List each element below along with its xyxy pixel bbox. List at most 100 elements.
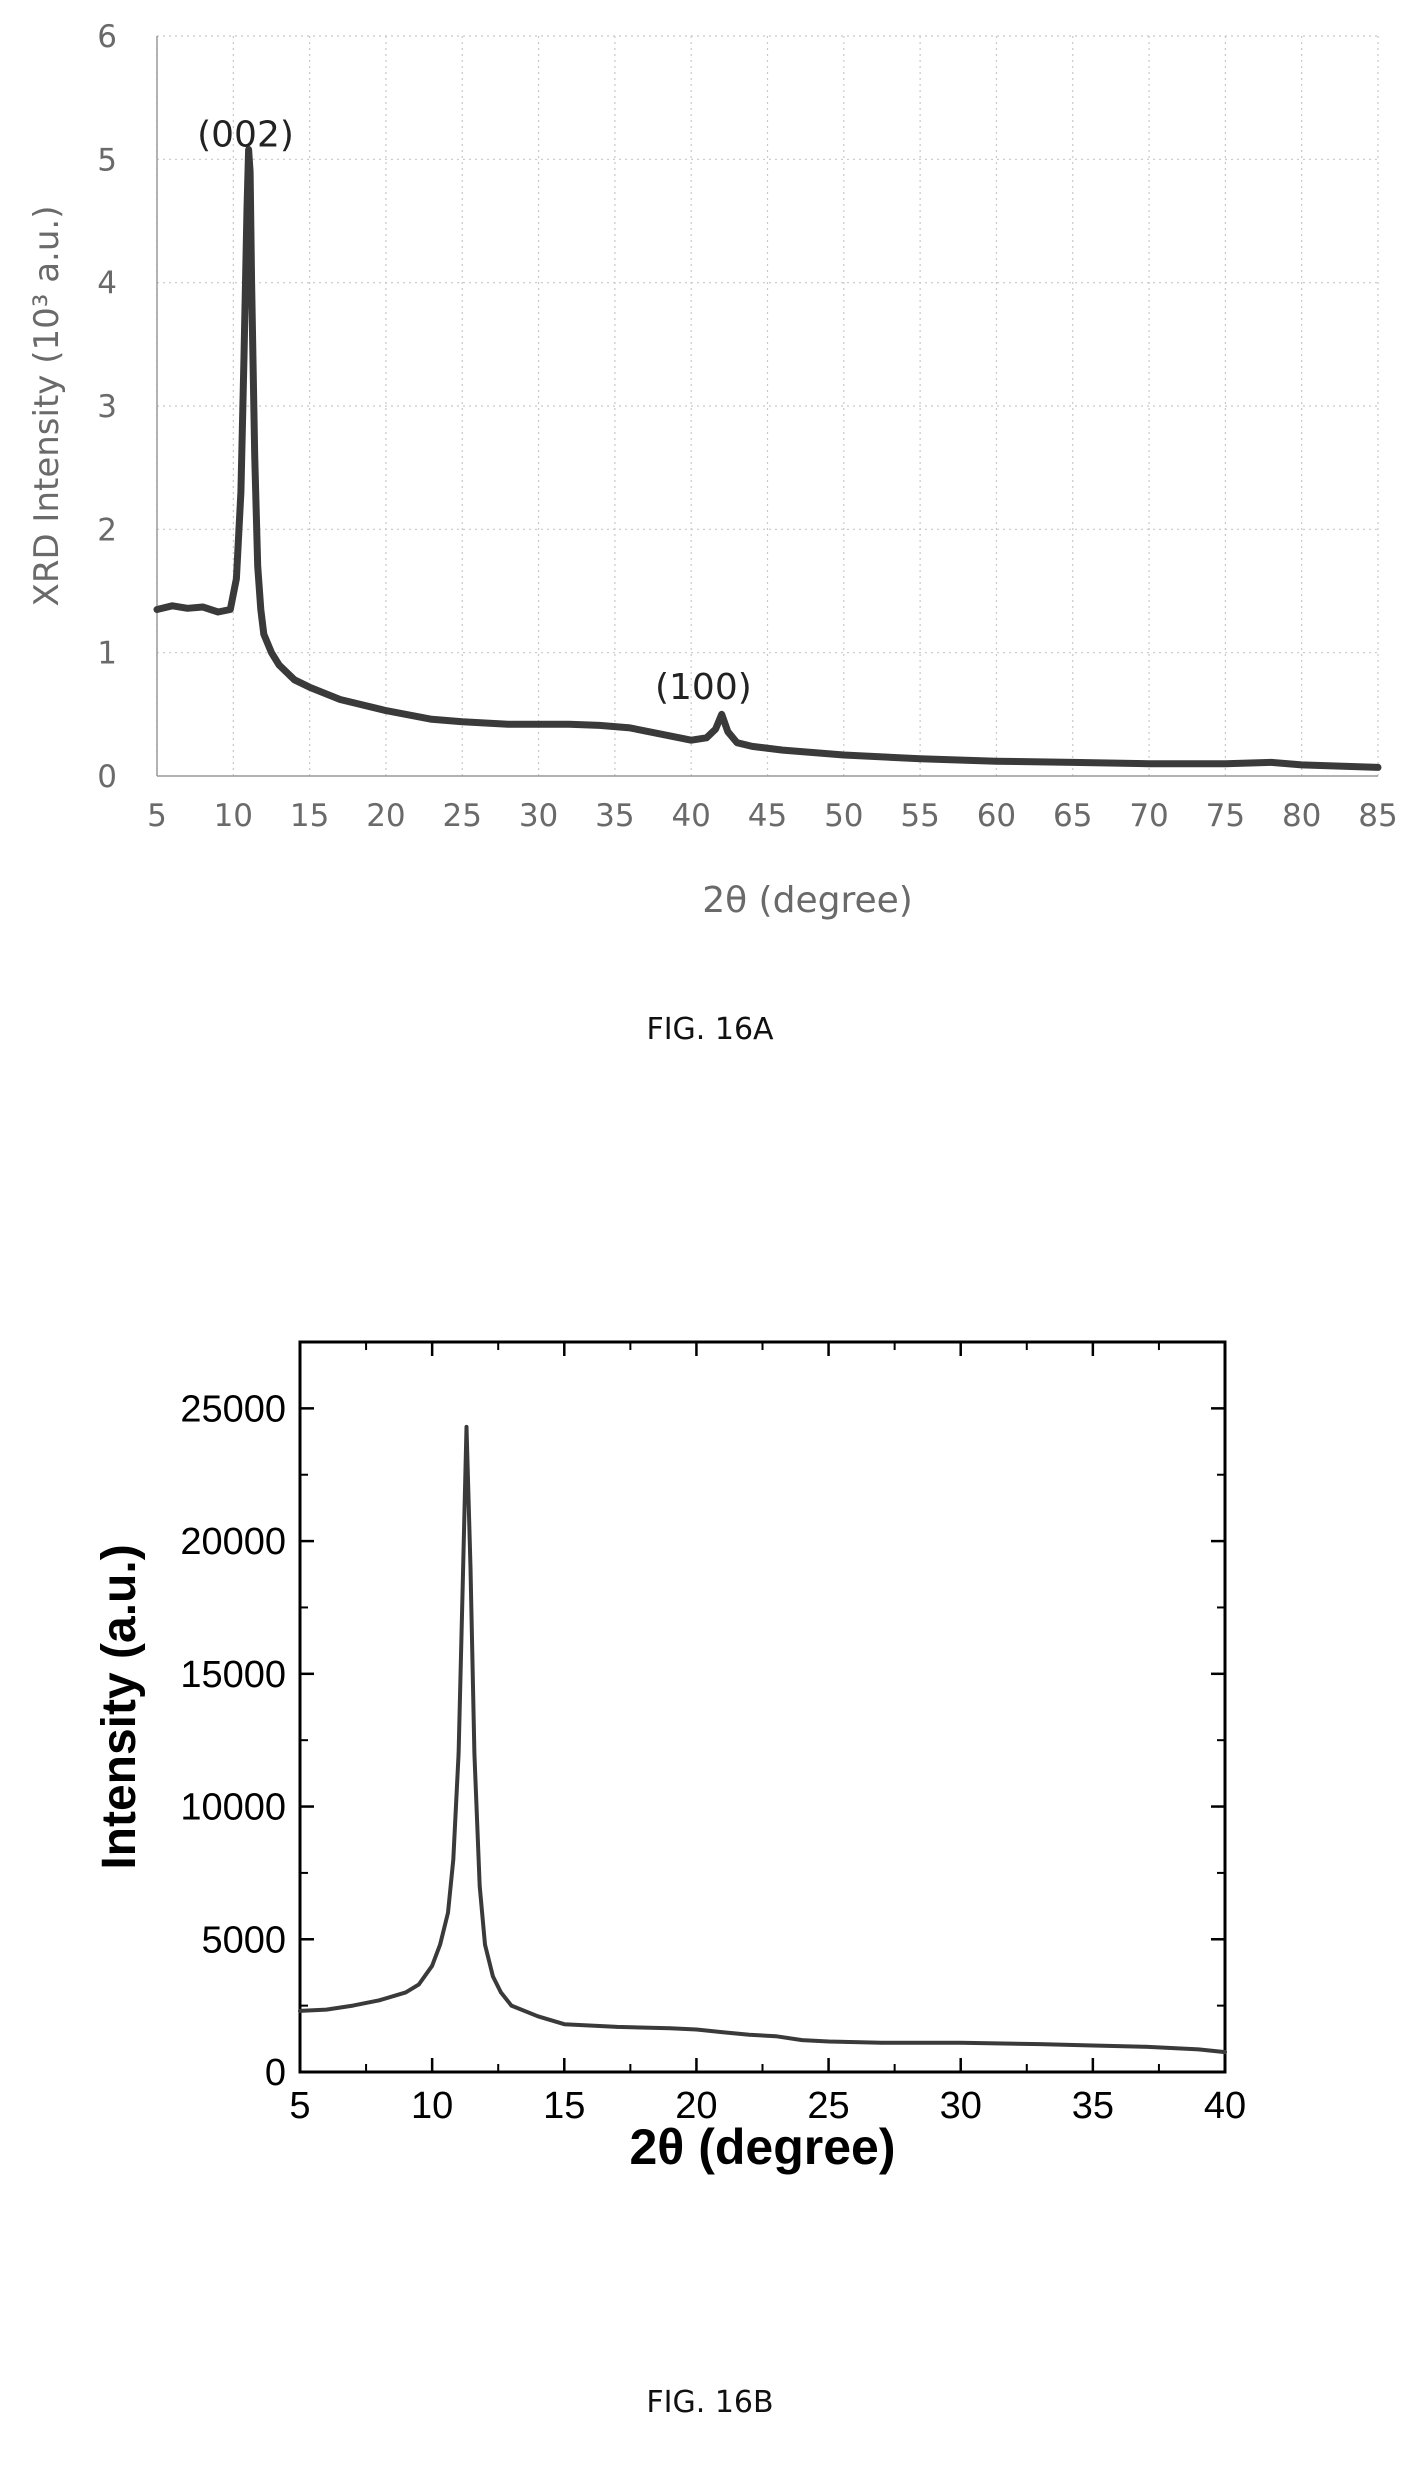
data-point bbox=[1038, 2042, 1042, 2046]
data-point bbox=[800, 2038, 804, 2042]
data-point bbox=[429, 717, 434, 722]
data-point bbox=[241, 354, 246, 359]
data-point bbox=[1223, 2050, 1227, 2054]
data-point bbox=[404, 1991, 408, 1995]
x-tick-label: 85 bbox=[1358, 798, 1397, 834]
data-point bbox=[325, 2008, 329, 2012]
data-point bbox=[234, 576, 239, 581]
data-point bbox=[658, 732, 663, 737]
data-point bbox=[307, 685, 312, 690]
y-tick-label: 6 bbox=[97, 19, 117, 55]
data-point bbox=[499, 1991, 503, 1995]
x-tick-label: 30 bbox=[519, 798, 558, 834]
data-point bbox=[1147, 761, 1152, 766]
y-axis-title: Intensity (a.u.) bbox=[93, 1544, 146, 1869]
peak-annotation: (100) bbox=[655, 667, 752, 708]
data-point bbox=[338, 697, 343, 702]
y-tick-label: 0 bbox=[265, 2052, 286, 2094]
x-tick-label: 10 bbox=[214, 798, 253, 834]
data-point bbox=[451, 1858, 455, 1862]
data-point bbox=[465, 1425, 469, 1429]
data-point bbox=[298, 2009, 302, 2013]
x-tick-label: 80 bbox=[1282, 798, 1321, 834]
data-point bbox=[695, 2028, 699, 2032]
y-tick-label: 5 bbox=[97, 142, 117, 178]
y-tick-label: 4 bbox=[97, 266, 117, 302]
data-point bbox=[562, 2022, 566, 2026]
y-tick-label: 20000 bbox=[180, 1521, 286, 1563]
data-point bbox=[258, 607, 263, 612]
data-point bbox=[1299, 762, 1304, 767]
data-point bbox=[668, 2026, 672, 2030]
data-point bbox=[483, 1943, 487, 1947]
series-line bbox=[300, 1427, 1225, 2052]
x-tick-label: 10 bbox=[411, 2085, 453, 2127]
x-tick-label: 50 bbox=[824, 798, 863, 834]
x-tick-label: 20 bbox=[366, 798, 405, 834]
data-point bbox=[734, 740, 739, 745]
data-point bbox=[1269, 760, 1274, 765]
x-axis-title: 2θ (degree) bbox=[630, 2119, 896, 2175]
x-tick-label: 45 bbox=[748, 798, 787, 834]
data-point bbox=[719, 712, 724, 717]
x-tick-label: 65 bbox=[1053, 798, 1092, 834]
data-point bbox=[747, 2033, 751, 2037]
x-tick-label: 75 bbox=[1206, 798, 1245, 834]
y-tick-label: 25000 bbox=[180, 1388, 286, 1430]
data-point bbox=[185, 606, 190, 611]
data-point bbox=[704, 735, 709, 740]
x-tick-label: 55 bbox=[900, 798, 939, 834]
data-point bbox=[918, 756, 923, 761]
data-point bbox=[446, 1911, 450, 1915]
data-point bbox=[750, 744, 755, 749]
y-axis-title: XRD Intensity (10³ a.u.) bbox=[27, 206, 67, 607]
y-tick-label: 5000 bbox=[201, 1919, 286, 1961]
data-point bbox=[351, 2004, 355, 2008]
series-line bbox=[157, 150, 1378, 768]
chart-16b: 5 10 15 20 25 30 35 400500010000150002000025000… bbox=[93, 1342, 1246, 2175]
data-point bbox=[292, 677, 297, 682]
data-point bbox=[689, 738, 694, 743]
data-point bbox=[628, 725, 633, 730]
y-tick-label: 10000 bbox=[180, 1787, 286, 1829]
data-point bbox=[880, 2041, 884, 2045]
data-point bbox=[1144, 2045, 1148, 2049]
data-point bbox=[261, 632, 266, 637]
x-axis-title: 2θ (degree) bbox=[702, 880, 913, 921]
x-tick-label: 5 bbox=[289, 2085, 310, 2127]
y-tick-label: 2 bbox=[97, 512, 117, 548]
data-point bbox=[200, 605, 205, 610]
data-point bbox=[478, 1884, 482, 1888]
x-tick-label: 35 bbox=[1072, 2085, 1114, 2127]
data-point bbox=[827, 2040, 831, 2044]
data-point bbox=[1223, 761, 1228, 766]
data-point bbox=[841, 753, 846, 758]
data-point bbox=[228, 607, 233, 612]
data-point bbox=[438, 1943, 442, 1947]
y-tick-label: 3 bbox=[97, 389, 117, 425]
data-point bbox=[155, 607, 160, 612]
data-point bbox=[238, 490, 243, 495]
data-point bbox=[249, 280, 254, 285]
data-point bbox=[248, 169, 253, 174]
data-point bbox=[216, 609, 221, 614]
data-point bbox=[506, 722, 511, 727]
x-tick-label: 25 bbox=[443, 798, 482, 834]
data-point bbox=[417, 1983, 421, 1987]
data-point bbox=[461, 1592, 465, 1596]
data-point bbox=[567, 722, 572, 727]
data-point bbox=[510, 2004, 514, 2008]
data-point bbox=[780, 748, 785, 753]
x-tick-label: 15 bbox=[543, 2085, 585, 2127]
x-tick-label: 35 bbox=[595, 798, 634, 834]
data-point bbox=[473, 1752, 477, 1756]
data-point bbox=[597, 723, 602, 728]
data-point bbox=[252, 453, 257, 458]
data-point bbox=[170, 603, 175, 608]
peak-annotation: (002) bbox=[197, 115, 294, 156]
data-point bbox=[1376, 765, 1381, 770]
caption-fig-16a: FIG. 16A bbox=[0, 1012, 1420, 1047]
data-point bbox=[277, 663, 282, 668]
data-point bbox=[536, 722, 541, 727]
